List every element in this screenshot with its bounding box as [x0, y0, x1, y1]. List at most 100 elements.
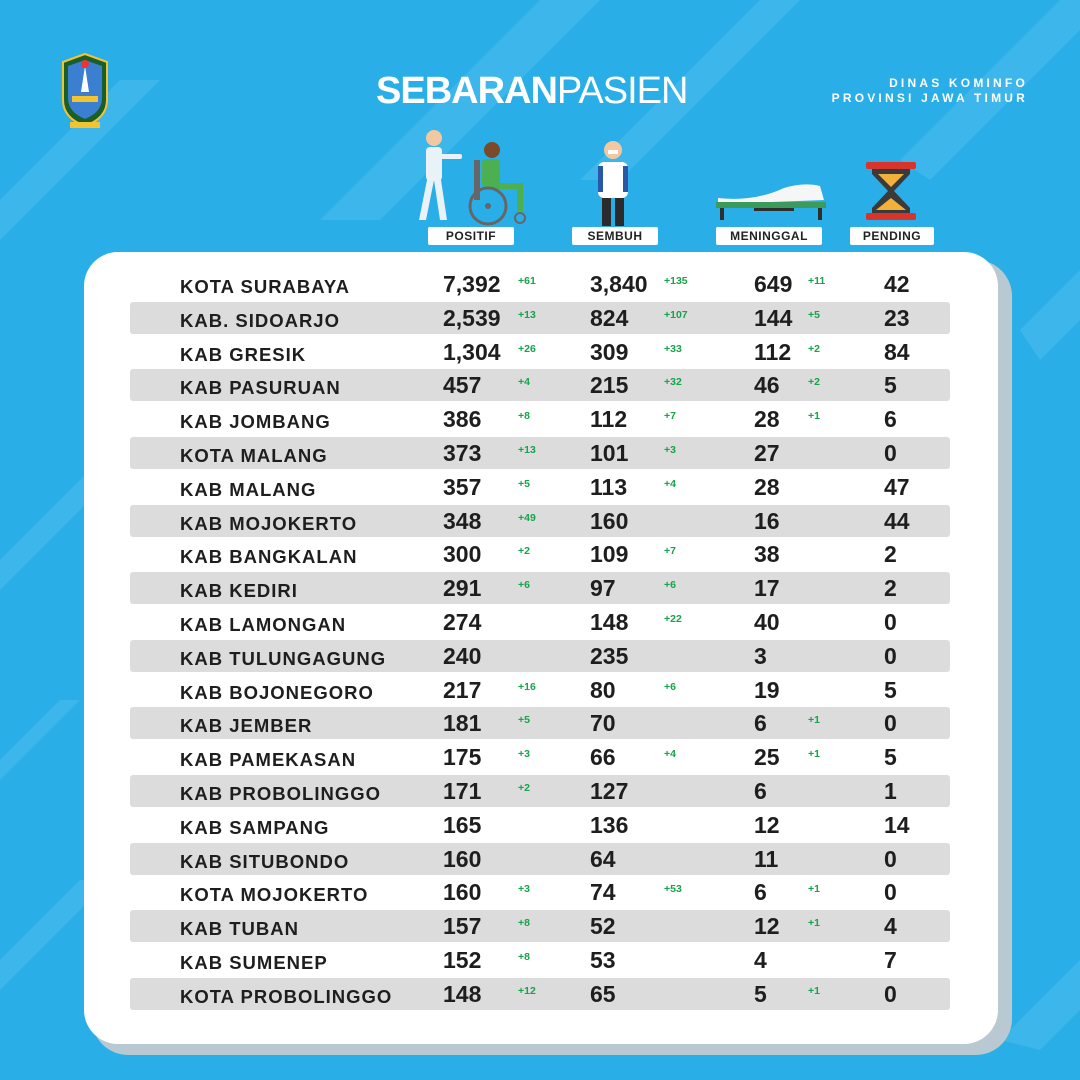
table-row: KAB JEMBER 181 +5 70 6 +1 0	[130, 706, 950, 740]
agency-line-2: PROVINSI JAWA TIMUR	[831, 91, 1028, 105]
sembuh-delta: +4	[664, 748, 676, 761]
positif-value: 274	[443, 608, 482, 635]
pending-value: 0	[884, 608, 897, 635]
region-name: KOTA MOJOKERTO	[180, 884, 369, 906]
meninggal-delta: +11	[808, 275, 826, 287]
meninggal-value: 11	[754, 845, 779, 872]
meninggal-value: 4	[754, 946, 767, 973]
table-row: KAB KEDIRI 291 +6 97 +6 17 2	[130, 571, 950, 605]
meninggal-value: 6	[754, 879, 767, 906]
title-bold: SEBARAN	[376, 70, 558, 112]
sembuh-delta: +32	[664, 376, 682, 389]
table-row: KOTA SURABAYA 7,392 +61 3,840 +135 649 +11 42	[130, 267, 950, 301]
sembuh-value: 101	[590, 439, 629, 466]
region-name: KAB TUBAN	[180, 918, 299, 940]
region-name: KOTA PROBOLINGGO	[180, 985, 393, 1007]
positif-value: 157	[443, 913, 482, 940]
meninggal-value: 46	[754, 372, 780, 399]
sembuh-delta: +3	[664, 443, 676, 456]
sembuh-value: 112	[590, 406, 628, 433]
pending-value: 23	[884, 304, 910, 331]
meninggal-delta: +1	[808, 748, 820, 761]
table-row: KOTA MALANG 373 +13 101 +3 27 0	[130, 436, 950, 470]
sembuh-delta: +135	[664, 275, 688, 287]
positif-delta: +5	[518, 477, 530, 490]
wheelchair-patient-icon	[419, 130, 526, 226]
region-name: KAB JEMBER	[180, 715, 313, 737]
region-name: KOTA MALANG	[180, 444, 328, 466]
pending-value: 0	[884, 879, 897, 906]
recovered-person-icon	[598, 141, 628, 226]
table-row: KAB SUMENEP 152 +8 53 4 7	[130, 943, 950, 977]
meninggal-delta: +2	[808, 376, 820, 389]
meninggal-delta: +1	[808, 714, 820, 727]
region-name: KAB KEDIRI	[180, 580, 298, 602]
positif-delta: +3	[518, 883, 530, 896]
positif-value: 217	[443, 676, 482, 703]
pending-value: 7	[884, 946, 897, 973]
positif-value: 1,304	[443, 338, 501, 365]
sembuh-value: 66	[590, 744, 616, 771]
positif-value: 181	[443, 710, 482, 737]
meninggal-delta: +5	[808, 308, 820, 321]
pending-value: 1	[884, 777, 897, 804]
table-row: KAB GRESIK 1,304 +26 309 +33 112 +2 84	[130, 335, 950, 369]
table-row: KAB PROBOLINGGO 171 +2 127 6 1	[130, 774, 950, 808]
table-row: KAB TULUNGAGUNG 240 235 3 0	[130, 639, 950, 673]
pending-value: 5	[884, 372, 897, 399]
sembuh-value: 127	[590, 777, 629, 804]
hospital-bed-icon	[716, 184, 826, 220]
region-name: KAB JOMBANG	[180, 411, 331, 433]
positif-delta: +2	[518, 781, 530, 794]
table-row: KAB SAMPANG 165 136 12 14	[130, 808, 950, 842]
sembuh-value: 80	[590, 676, 616, 703]
pending-value: 0	[884, 710, 897, 737]
meninggal-delta: +1	[808, 917, 820, 930]
pending-value: 84	[884, 338, 910, 365]
sembuh-value: 52	[590, 913, 616, 940]
positif-value: 7,392	[443, 271, 501, 297]
pending-value: 4	[884, 913, 897, 940]
column-header-sembuh: SEMBUH	[572, 227, 658, 245]
sembuh-value: 97	[590, 575, 616, 602]
sembuh-value: 65	[590, 980, 616, 1007]
meninggal-delta: +1	[808, 410, 820, 423]
positif-value: 175	[443, 744, 482, 771]
table-row: KAB SITUBONDO 160 64 11 0	[130, 842, 950, 876]
positif-delta: +13	[518, 443, 536, 456]
positif-value: 160	[443, 845, 482, 872]
table-row: KAB MALANG 357 +5 113 +4 28 47	[130, 470, 950, 504]
meninggal-value: 28	[754, 406, 780, 433]
sembuh-value: 309	[590, 338, 629, 365]
sembuh-delta: +4	[664, 477, 676, 490]
meninggal-value: 40	[754, 608, 780, 635]
sembuh-value: 74	[590, 879, 616, 906]
region-name: KAB BOJONEGORO	[180, 681, 374, 703]
meninggal-delta: +2	[808, 342, 820, 355]
positif-delta: +5	[518, 714, 530, 727]
sembuh-delta: +7	[664, 545, 676, 558]
sembuh-value: 148	[590, 608, 629, 635]
sembuh-value: 824	[590, 304, 629, 331]
meninggal-value: 12	[754, 913, 780, 940]
agency-line-1: DINAS KOMINFO	[889, 76, 1028, 90]
pending-value: 44	[884, 507, 910, 534]
region-name: KAB BANGKALAN	[180, 546, 358, 568]
table-row: KAB TUBAN 157 +8 52 12 +1 4	[130, 909, 950, 943]
meninggal-value: 5	[754, 980, 767, 1007]
positif-delta: +4	[518, 376, 530, 389]
sembuh-value: 53	[590, 946, 616, 973]
region-name: KOTA SURABAYA	[180, 276, 350, 297]
region-name: KAB LAMONGAN	[180, 613, 347, 635]
meninggal-value: 112	[754, 338, 792, 365]
meninggal-value: 649	[754, 271, 793, 297]
east-java-emblem-icon	[62, 52, 108, 128]
sembuh-value: 136	[590, 811, 629, 838]
pending-value: 5	[884, 744, 897, 771]
sembuh-value: 160	[590, 507, 629, 534]
page-title: SEBARANPASIEN	[376, 70, 688, 113]
table-row: KAB MOJOKERTO 348 +49 160 16 44	[130, 504, 950, 538]
positif-delta: +61	[518, 275, 536, 287]
region-name: KAB GRESIK	[180, 343, 307, 365]
sembuh-delta: +22	[664, 612, 682, 625]
